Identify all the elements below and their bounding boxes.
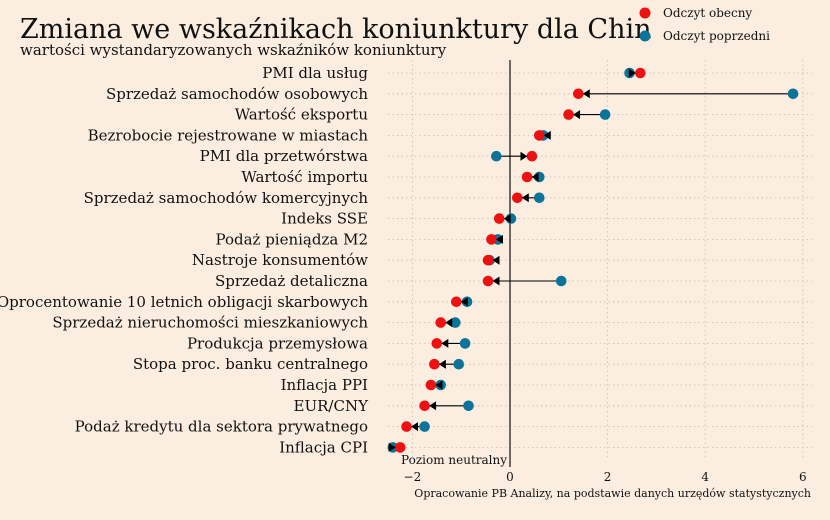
- category-label: Nastroje konsumentów: [192, 251, 368, 269]
- dot-current: [425, 379, 437, 391]
- legend-label-previous: Odczyt poprzedni: [663, 29, 770, 43]
- dot-current: [482, 254, 494, 266]
- dot-previous: [599, 109, 611, 120]
- change-arrow-head: [441, 338, 449, 348]
- dot-current: [482, 275, 494, 287]
- dot-previous: [463, 400, 474, 412]
- dot-current: [493, 213, 505, 224]
- dot-current: [533, 130, 545, 141]
- x-tick-label: 6: [799, 470, 807, 484]
- dot-current: [573, 88, 584, 100]
- change-arrow-head: [495, 234, 503, 244]
- change-arrow-head: [435, 380, 443, 390]
- category-labels: PMI dla usług Sprzedaż samochodów osobowy…: [0, 64, 369, 456]
- category-label: EUR/CNY: [294, 397, 370, 415]
- change-arrow-head: [503, 214, 511, 224]
- category-label: Bezrobocie rejestrowane w miastach: [88, 126, 369, 144]
- dot-current: [451, 296, 462, 308]
- chart-title: Zmiana we wskaźnikach koniunktury dla Ch…: [20, 14, 652, 45]
- dot-current: [394, 442, 406, 453]
- x-tick-label: −2: [404, 470, 422, 484]
- category-label: Indeks SSE: [281, 210, 368, 228]
- dot-current: [435, 317, 447, 328]
- dot-previous: [450, 317, 461, 328]
- category-label: Wartość importu: [241, 168, 368, 186]
- change-arrow-head: [445, 318, 453, 328]
- category-label: Inflacja CPI: [279, 438, 368, 456]
- dot-previous: [459, 338, 471, 349]
- category-label: Produkcja przemysłowa: [187, 334, 368, 352]
- category-label: Sprzedaż detaliczna: [215, 272, 368, 290]
- category-label: PMI dla przetwórstwa: [200, 147, 368, 165]
- dot-current: [419, 400, 430, 412]
- dot-current: [563, 109, 574, 120]
- x-axis-ticks: −2 0 2 4 6: [404, 470, 807, 484]
- dot-previous: [419, 421, 430, 432]
- grid: [388, 60, 812, 457]
- dot-current: [486, 234, 497, 245]
- change-arrow-head: [520, 151, 528, 161]
- change-arrow-head: [582, 89, 590, 99]
- category-label: Stopa proc. banku centralnego: [133, 355, 368, 373]
- dot-current: [431, 338, 443, 349]
- dot-current: [634, 67, 646, 79]
- legend-label-current: Odczyt obecny: [663, 6, 752, 20]
- category-label: Podaż pieniądza M2: [215, 230, 368, 248]
- change-arrow-head: [628, 68, 636, 78]
- legend-marker-current: [639, 7, 651, 19]
- category-label: PMI dla usług: [262, 64, 368, 82]
- change-arrow-head: [492, 255, 500, 265]
- category-label: Inflacja PPI: [281, 376, 368, 394]
- zero-line-label: Poziom neutralny: [401, 453, 507, 467]
- dot-previous: [555, 275, 567, 287]
- change-arrow-head: [543, 130, 551, 140]
- dot-current: [429, 358, 440, 370]
- category-label: Sprzedaż nieruchomości mieszkaniowych: [52, 314, 368, 332]
- change-arrow-head: [388, 442, 396, 452]
- change-arrow-head: [521, 193, 529, 203]
- change-arrow-head: [573, 110, 581, 120]
- change-arrow-head: [411, 422, 419, 432]
- x-tick-label: 0: [506, 470, 514, 484]
- dot-current: [401, 421, 412, 432]
- change-arrow-head: [429, 401, 437, 411]
- chart-subtitle: wartości wystandaryzowanych wskaźników k…: [20, 41, 447, 59]
- change-arrow-head: [460, 297, 468, 307]
- legend-marker-previous: [639, 30, 651, 42]
- change-arrow-head: [438, 359, 446, 369]
- category-label: Wartość eksportu: [235, 106, 369, 124]
- change-arrow-head: [492, 276, 500, 286]
- dot-current: [521, 171, 533, 183]
- source-note: Opracowanie PB Analizy, na podstawie dan…: [414, 487, 811, 500]
- category-label: Sprzedaż samochodów komercyjnych: [84, 189, 369, 207]
- dot-current: [512, 192, 523, 204]
- category-label: Oprocentowanie 10 letnich obligacji skar…: [0, 293, 368, 311]
- category-label: Sprzedaż samochodów osobowych: [106, 85, 368, 103]
- dot-previous: [533, 192, 545, 204]
- legend: Odczyt obecny Odczyt poprzedni: [639, 6, 770, 43]
- data-marks: [387, 67, 799, 453]
- change-arrow-head: [531, 172, 539, 182]
- dot-previous: [491, 150, 502, 162]
- dot-previous: [787, 88, 799, 100]
- x-tick-label: 2: [604, 470, 612, 484]
- dot-previous: [453, 358, 465, 370]
- category-label: Podaż kredytu dla sektora prywatnego: [75, 418, 368, 436]
- dot-current: [526, 150, 538, 162]
- x-tick-label: 4: [701, 470, 709, 484]
